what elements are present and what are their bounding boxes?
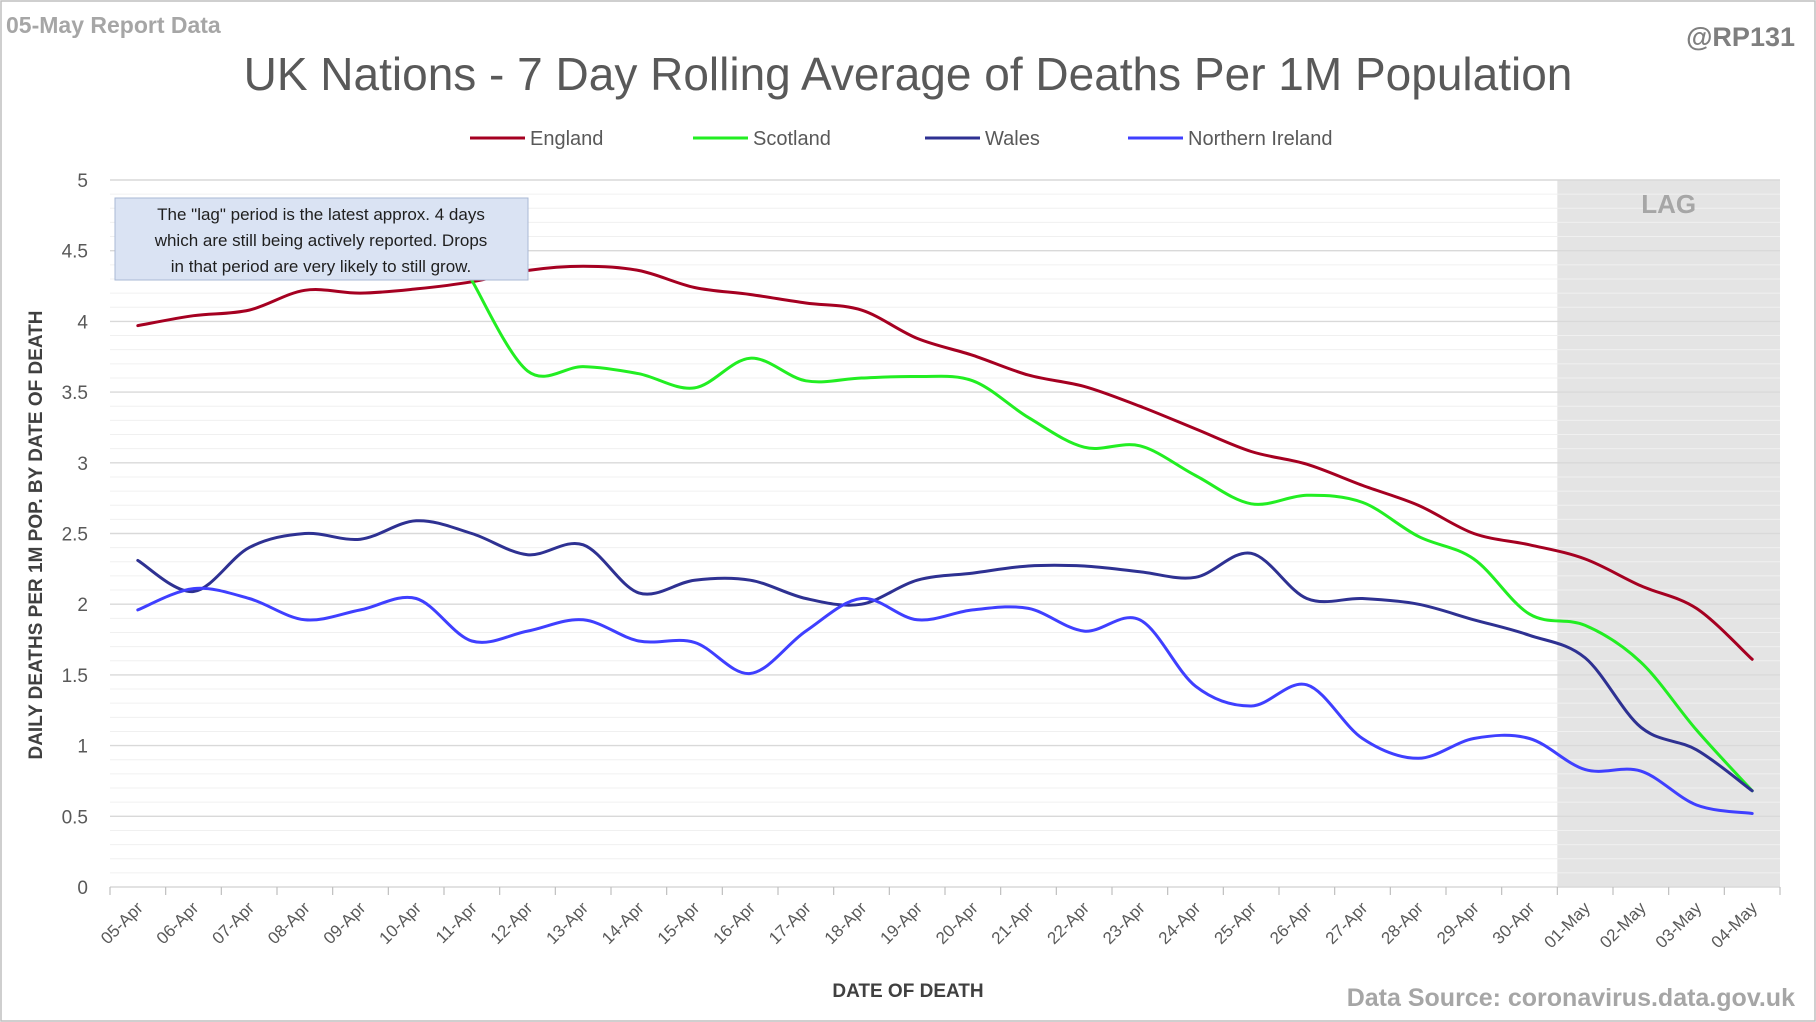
y-tick-label: 2.5 <box>62 525 88 546</box>
data-source-note: Data Source: coronavirus.data.gov.uk <box>1347 984 1795 1012</box>
y-tick-label: 1 <box>77 737 88 758</box>
series-line-scotland <box>470 278 1754 793</box>
y-axis-ticks: 0 0.5 1 1.5 2 2.5 3 3.5 4 4.5 5 <box>62 171 89 899</box>
x-axis-title: DATE OF DEATH <box>832 981 983 1002</box>
annotation-line-3: in that period are very likely to still … <box>171 257 471 276</box>
y-tick-label: 1.5 <box>62 666 88 687</box>
y-tick-label: 4 <box>77 312 88 333</box>
legend-label-scotland: Scotland <box>753 128 831 150</box>
annotation-line-2: which are still being actively reported.… <box>154 231 488 250</box>
legend-label-wales: Wales <box>985 128 1040 150</box>
y-tick-label: 5 <box>77 171 88 192</box>
y-tick-label: 0 <box>77 878 88 899</box>
series-line-wales <box>136 519 1754 793</box>
report-date-label: 05-May Report Data <box>6 12 221 38</box>
lag-label: LAG <box>1641 189 1696 219</box>
plot-area: LAG <box>110 179 1780 888</box>
y-axis-title: DAILY DEATHS PER 1M POP. BY DATE OF DEAT… <box>26 310 47 759</box>
chart-title: UK Nations - 7 Day Rolling Average of De… <box>244 48 1573 100</box>
series-lines <box>136 264 1754 815</box>
series-line-northern-ireland <box>136 586 1754 815</box>
legend-label-northern-ireland: Northern Ireland <box>1188 128 1333 150</box>
lag-annotation: The "lag" period is the latest approx. 4… <box>114 197 529 281</box>
annotation-box <box>114 197 529 281</box>
legend-label-england: England <box>530 128 603 150</box>
annotation-line-1: The "lag" period is the latest approx. 4… <box>157 205 485 224</box>
y-tick-label: 2 <box>77 595 88 616</box>
legend: England Scotland Wales Northern Ireland <box>470 128 1333 150</box>
author-handle: @RP131 <box>1686 22 1795 52</box>
series-line-england <box>136 264 1754 661</box>
y-tick-label: 3.5 <box>62 383 88 404</box>
y-tick-label: 3 <box>77 454 88 475</box>
y-tick-label: 0.5 <box>62 807 88 828</box>
y-tick-label: 4.5 <box>62 242 88 263</box>
